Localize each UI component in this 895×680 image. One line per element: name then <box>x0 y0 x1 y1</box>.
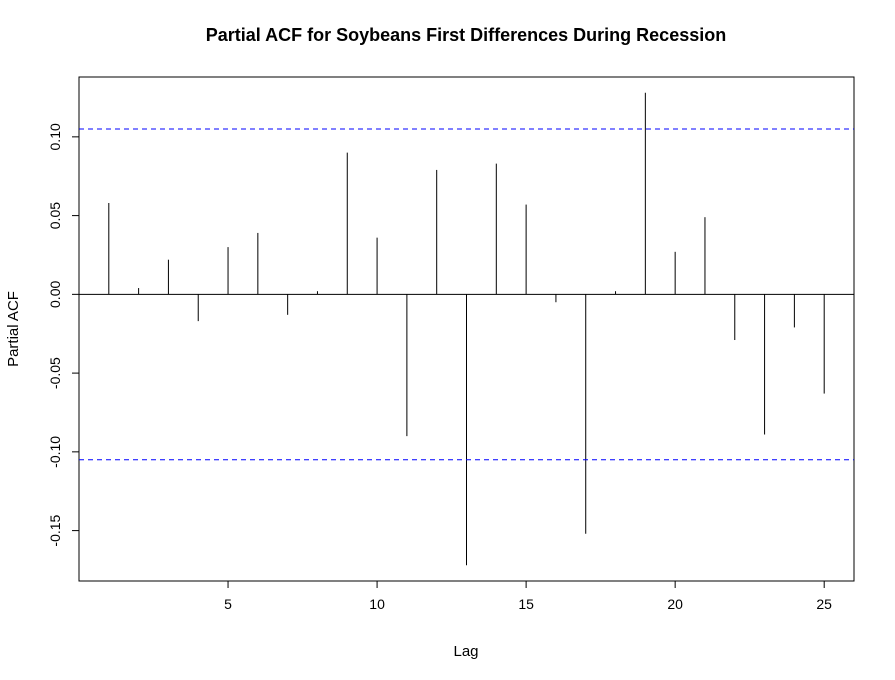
y-axis-label: Partial ACF <box>5 291 22 367</box>
x-tick-label: 5 <box>224 596 232 612</box>
y-tick-label: 0.00 <box>47 281 63 308</box>
x-axis: 5 10 15 20 25 <box>224 580 832 612</box>
x-tick-label: 15 <box>518 596 534 612</box>
y-tick-label: -0.15 <box>47 514 63 546</box>
x-axis-label: Lag <box>453 643 478 660</box>
x-tick-label: 20 <box>667 596 683 612</box>
x-tick-label: 10 <box>369 596 385 612</box>
confidence-bounds <box>79 128 854 461</box>
y-tick-label: 0.05 <box>47 202 63 229</box>
y-axis: -0.15 -0.10 -0.05 0.00 0.05 0.10 <box>47 123 80 547</box>
chart-title: Partial ACF for Soybeans First Differenc… <box>206 25 726 45</box>
pacf-bars <box>79 92 854 566</box>
x-tick-label: 25 <box>816 596 832 612</box>
y-tick-label: 0.10 <box>47 123 63 150</box>
y-tick-label: -0.10 <box>47 436 63 468</box>
y-tick-label: -0.05 <box>47 357 63 389</box>
